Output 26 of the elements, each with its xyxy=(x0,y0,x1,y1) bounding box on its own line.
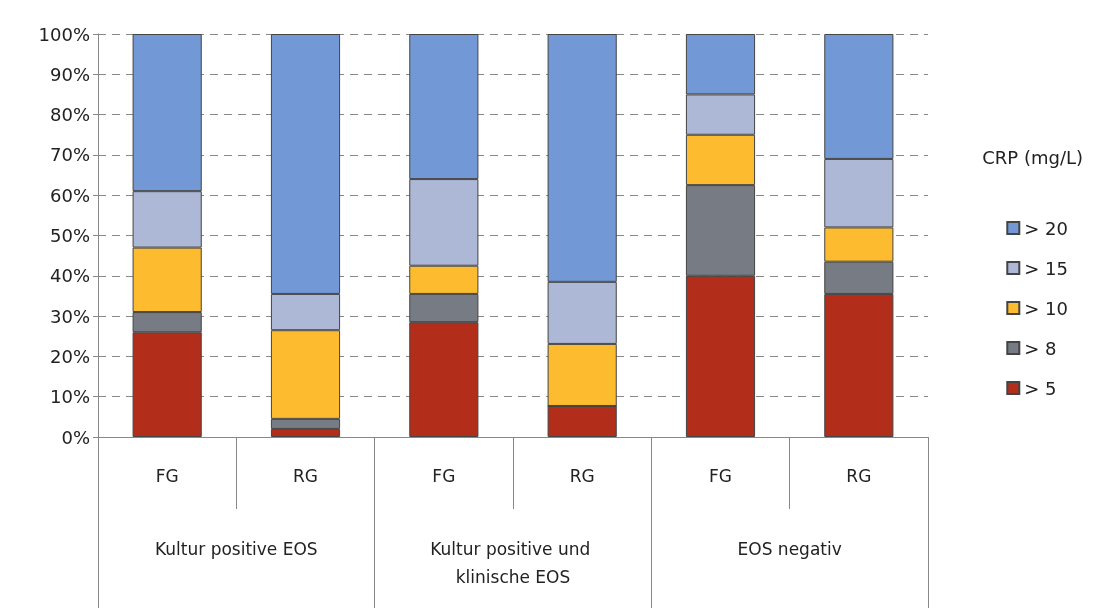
legend-label: > 10 xyxy=(1024,297,1069,319)
x-tick-label: FG xyxy=(432,465,456,486)
y-tick-label: 0% xyxy=(61,426,90,448)
y-tick-label: 10% xyxy=(49,386,90,408)
x-tick-label: RG xyxy=(846,465,872,486)
y-tick-label: 40% xyxy=(49,265,90,287)
y-tick-label: 90% xyxy=(49,63,90,85)
x-tick-label: RG xyxy=(293,465,318,486)
y-tick-label: 70% xyxy=(49,144,90,166)
x-tick-label: FG xyxy=(709,465,732,486)
y-tick-label: 100% xyxy=(38,23,90,45)
text: EOS negativ xyxy=(737,539,842,559)
x-tick-label: RG xyxy=(569,465,595,486)
legend-label: > 20 xyxy=(1024,217,1069,239)
text: Kultur positive EOS xyxy=(155,539,318,559)
y-tick-label: 80% xyxy=(49,104,90,126)
x-tick-label: FG xyxy=(155,465,179,486)
legend-label: > 5 xyxy=(1024,377,1057,399)
y-tick-label: 60% xyxy=(49,184,90,206)
legend-label: > 15 xyxy=(1024,257,1069,279)
text: Kultur positive und klinische EOS xyxy=(430,539,596,587)
y-tick-label: 50% xyxy=(49,225,90,246)
y-tick-label: 20% xyxy=(49,345,90,367)
y-tick-label: 30% xyxy=(49,305,90,327)
legend-title: CRP (mg/L) xyxy=(982,146,1083,168)
legend-label: > 8 xyxy=(1024,337,1057,359)
